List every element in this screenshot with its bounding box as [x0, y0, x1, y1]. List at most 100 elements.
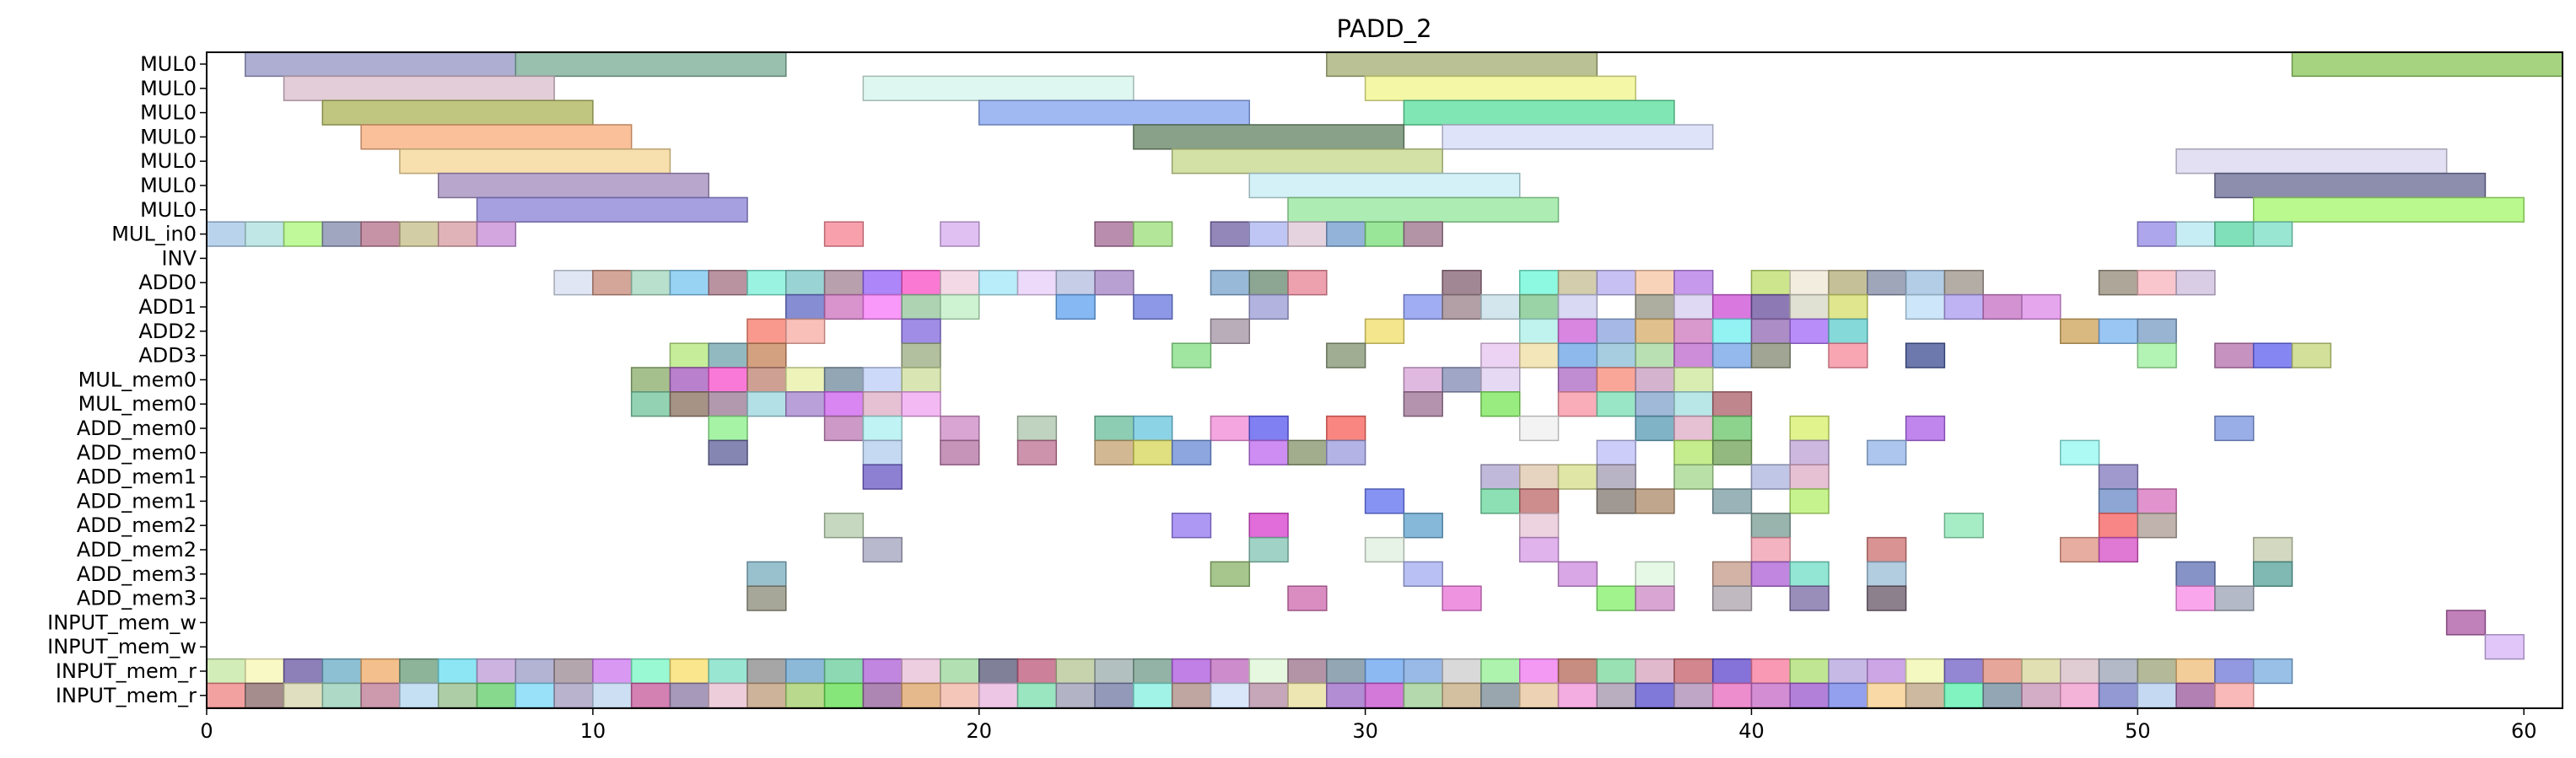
task-bar — [437, 658, 478, 685]
task-bar — [862, 75, 1134, 101]
task-bar — [1480, 464, 1521, 490]
task-bar — [2175, 658, 2216, 685]
task-bar — [1905, 682, 1946, 708]
chart-title: PADD_2 — [1336, 14, 1431, 43]
task-bar — [437, 682, 478, 708]
task-bar — [1673, 318, 1714, 344]
task-bar — [1364, 536, 1405, 563]
task-bar — [1673, 391, 1714, 417]
task-bar — [1943, 270, 1984, 296]
task-bar — [1519, 270, 1560, 296]
task-bar — [630, 270, 671, 296]
task-bar — [1248, 415, 1289, 442]
x-tick-label: 60 — [2511, 719, 2537, 743]
task-bar — [1133, 124, 1405, 150]
task-bar — [1403, 391, 1443, 417]
y-tick-label: ADD0 — [138, 271, 197, 294]
task-bar — [1943, 682, 1984, 708]
task-bar — [1442, 585, 1482, 611]
task-bar — [1596, 464, 1636, 490]
task-bar — [2137, 513, 2177, 539]
task-bar — [1789, 561, 1830, 587]
task-bar — [2175, 270, 2216, 296]
task-bar — [708, 415, 748, 442]
task-bar — [630, 391, 671, 417]
task-bar — [515, 51, 787, 78]
task-bar — [1519, 293, 1560, 320]
task-bar — [1635, 318, 1675, 344]
task-bar — [1867, 682, 1907, 708]
task-bar — [1055, 270, 1096, 296]
task-bar — [1133, 293, 1173, 320]
task-bar — [1287, 221, 1328, 247]
task-bar — [1673, 439, 1714, 465]
task-bar — [1557, 342, 1598, 368]
task-bar — [823, 367, 865, 393]
task-bar — [1248, 439, 1289, 465]
task-bar — [862, 415, 903, 442]
task-bar — [708, 658, 748, 685]
task-bar — [708, 391, 748, 417]
task-bar — [1789, 658, 1830, 685]
task-bar — [1982, 293, 2023, 320]
task-bar — [823, 682, 865, 708]
task-bar — [2175, 148, 2448, 175]
task-bar — [1133, 415, 1173, 442]
task-bar — [1519, 536, 1560, 563]
task-bar — [283, 682, 324, 708]
task-bar — [1442, 293, 1482, 320]
task-bar — [746, 682, 787, 708]
task-bar — [1442, 367, 1482, 393]
task-bar — [2021, 682, 2061, 708]
task-bar — [2252, 342, 2293, 368]
task-bar — [1403, 293, 1443, 320]
task-bar — [1557, 270, 1598, 296]
task-bar — [1905, 658, 1946, 685]
y-tick-label: INPUT_mem_w — [47, 635, 197, 659]
task-bar — [476, 682, 517, 708]
y-tick-label: MUL_in0 — [111, 223, 197, 246]
task-bar — [1326, 439, 1366, 465]
task-bar — [2252, 221, 2293, 247]
task-bar — [1016, 439, 1058, 465]
task-bar — [1711, 682, 1753, 708]
task-bar — [592, 270, 633, 296]
task-bar — [2060, 318, 2100, 344]
task-bar — [669, 682, 709, 708]
y-tick-label: INPUT_mem_r — [56, 684, 197, 707]
task-bar — [1210, 561, 1250, 587]
task-bar — [206, 682, 246, 708]
task-bar — [1480, 293, 1521, 320]
y-tick-label: ADD_mem0 — [77, 417, 197, 440]
task-bar — [1519, 342, 1560, 368]
task-bar — [785, 391, 826, 417]
task-bar — [823, 513, 865, 539]
task-bar — [1094, 270, 1134, 296]
task-bar — [708, 439, 748, 465]
task-bar — [1133, 682, 1173, 708]
task-bar — [901, 658, 941, 685]
task-bar — [1635, 367, 1675, 393]
task-bar — [1750, 658, 1792, 685]
task-bar — [862, 658, 903, 685]
task-bar — [515, 658, 555, 685]
task-bar — [2098, 658, 2139, 685]
task-bar — [785, 682, 826, 708]
task-bar — [1635, 682, 1675, 708]
task-bar — [399, 221, 439, 247]
task-bar — [708, 342, 748, 368]
task-bar — [862, 682, 903, 708]
task-bar — [1171, 148, 1443, 175]
task-bar — [360, 658, 401, 685]
task-bar — [2214, 585, 2255, 611]
task-bar — [1596, 658, 1636, 685]
task-bar — [978, 99, 1250, 126]
task-bar — [978, 270, 1019, 296]
task-bar — [1557, 318, 1598, 344]
task-bar — [1943, 293, 1984, 320]
task-bar — [1326, 221, 1366, 247]
task-bar — [1711, 488, 1753, 514]
task-bar — [1673, 415, 1714, 442]
task-bar — [1480, 488, 1521, 514]
task-bar — [592, 658, 633, 685]
